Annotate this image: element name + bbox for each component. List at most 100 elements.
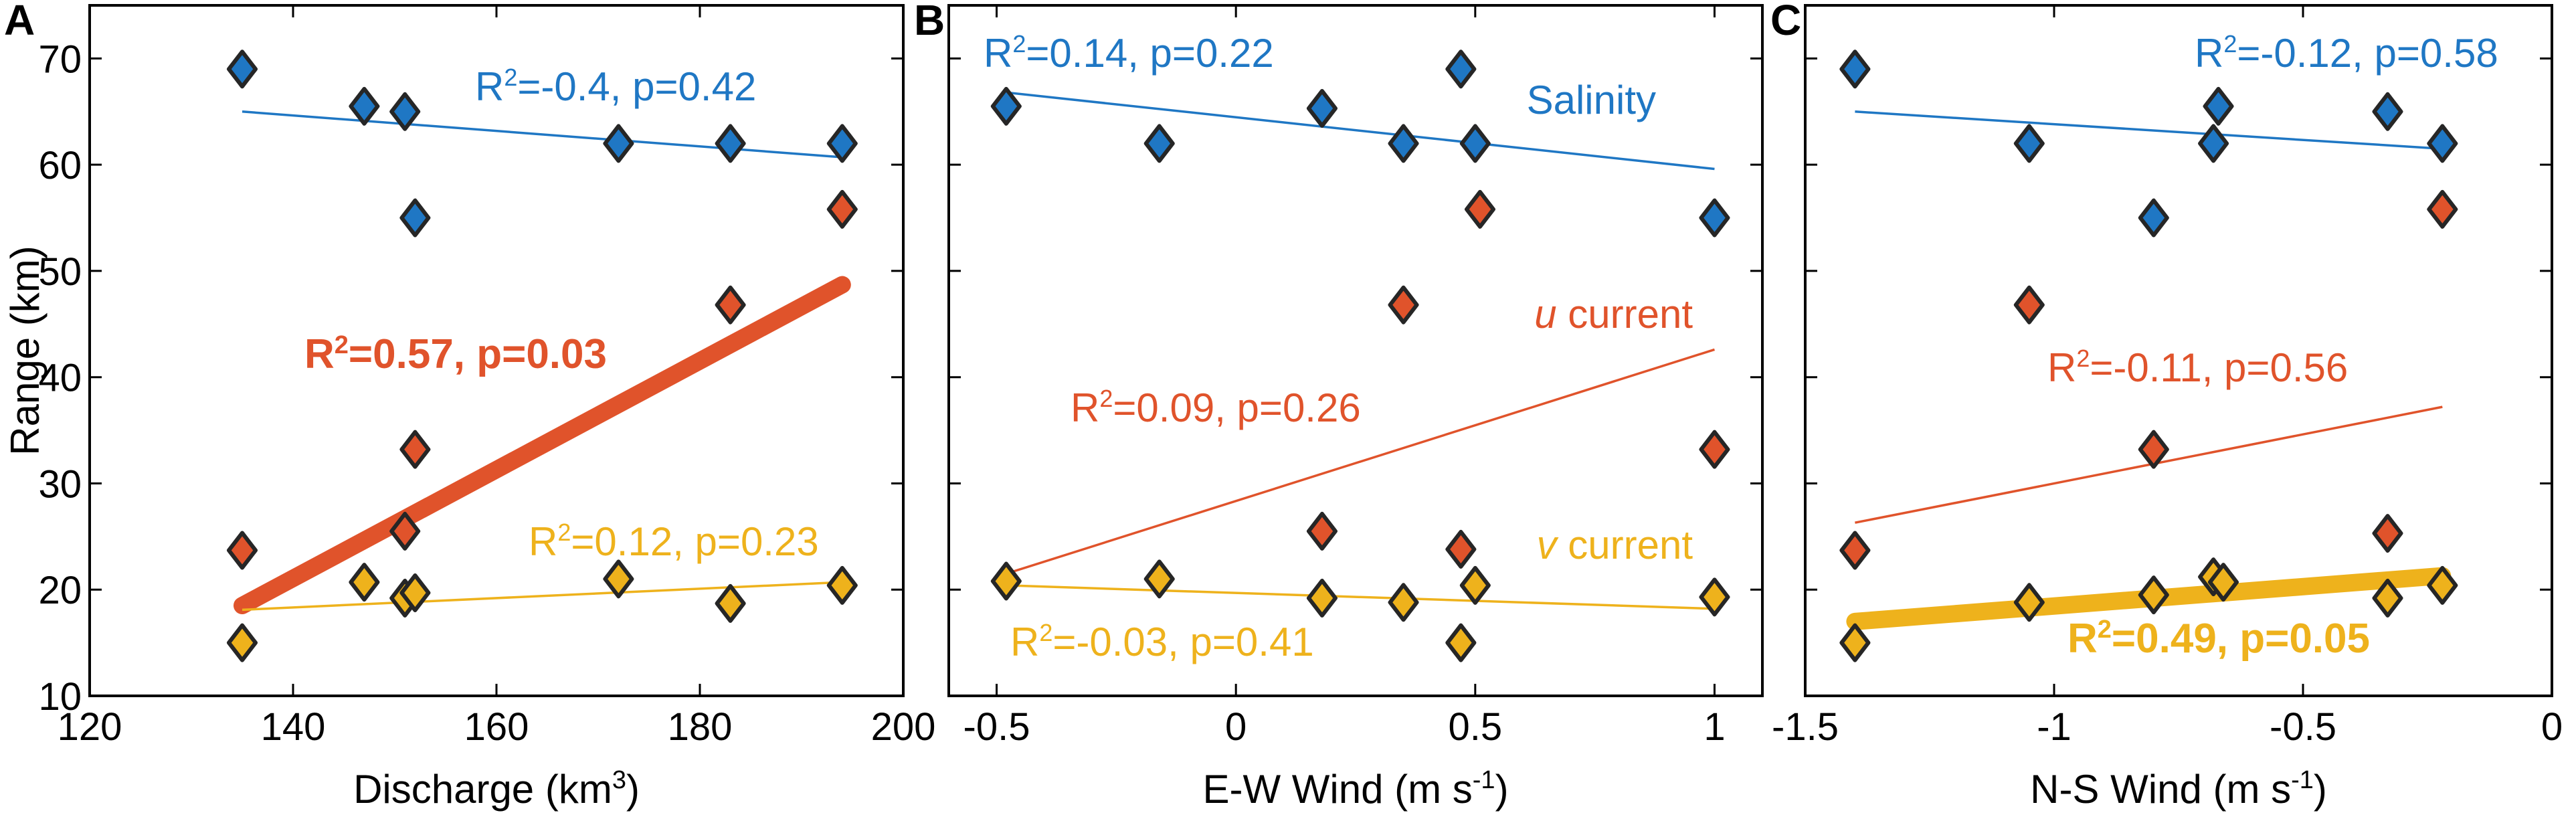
stat-label-u-current: R2=-0.11, p=0.56 xyxy=(2047,345,2348,390)
y-tick-label: 70 xyxy=(38,37,82,81)
data-point-salinity xyxy=(1388,124,1419,163)
x-axis-label: N-S Wind (m s-1) xyxy=(2030,766,2327,812)
x-axis-label: Discharge (km3) xyxy=(353,766,640,812)
data-point-u-current xyxy=(2138,430,2169,469)
data-point-v-current xyxy=(1445,623,1477,662)
data-point-v-current xyxy=(2138,575,2169,615)
panel-letter: A xyxy=(4,0,35,44)
data-point-u-current xyxy=(1306,511,1338,551)
data-point-u-current xyxy=(227,531,258,570)
x-tick-label: -0.5 xyxy=(963,705,1030,749)
data-point-v-current xyxy=(349,563,380,602)
fit-line-u-current xyxy=(234,276,851,615)
data-point-u-current xyxy=(2427,189,2458,229)
data-point-v-current xyxy=(826,565,858,605)
data-point-u-current xyxy=(1388,285,1419,325)
data-point-v-current xyxy=(1143,559,1175,599)
data-point-v-current xyxy=(1459,565,1491,605)
fit-line-u-current xyxy=(1006,348,1715,575)
data-point-salinity xyxy=(1839,50,1871,89)
panel-b: B -0.5 0 0.5 1 E-W Wind (m s-1) R2=0.14, p=0.2… xyxy=(914,0,1764,812)
data-point-v-current xyxy=(715,583,746,623)
plot-frame xyxy=(947,4,1764,697)
panel-letter: B xyxy=(914,0,945,44)
x-tick-label: 140 xyxy=(261,705,326,749)
y-tick-label: 20 xyxy=(38,569,82,612)
data-point-v-current xyxy=(2427,565,2458,605)
x-tick-label: -1 xyxy=(2037,705,2072,749)
data-point-v-current xyxy=(1839,623,1871,662)
x-tick-label: -0.5 xyxy=(2270,705,2336,749)
x-tick-label: 0.5 xyxy=(1449,705,1503,749)
series-name-label: Salinity xyxy=(1527,78,1656,122)
data-point-u-current xyxy=(389,511,421,551)
data-point-salinity xyxy=(1445,50,1477,89)
x-tick-label: -1.5 xyxy=(1772,705,1839,749)
x-tick-label: 0 xyxy=(2541,705,2563,749)
fit-line-salinity xyxy=(242,110,842,159)
data-point-v-current xyxy=(1699,577,1730,617)
data-point-u-current xyxy=(2372,514,2403,553)
x-tick-label: 0 xyxy=(1225,705,1247,749)
x-tick-label: 160 xyxy=(464,705,529,749)
data-point-salinity xyxy=(1143,124,1175,163)
data-point-v-current xyxy=(2372,578,2403,618)
data-point-salinity xyxy=(2138,198,2169,238)
x-tick-label: 200 xyxy=(871,705,936,749)
data-point-v-current xyxy=(227,623,258,662)
series-name-label: u current xyxy=(1534,292,1693,337)
stat-label-v-current: R2=0.49, p=0.05 xyxy=(2067,616,2370,662)
data-point-salinity xyxy=(715,124,746,163)
data-point-v-current xyxy=(1388,583,1419,622)
fit-line-salinity xyxy=(1006,91,1715,171)
data-point-u-current xyxy=(715,285,746,325)
data-point-salinity xyxy=(389,92,421,131)
fit-line-salinity xyxy=(1855,110,2443,151)
data-point-salinity xyxy=(2013,124,2045,163)
y-tick-label: 10 xyxy=(38,675,82,719)
x-tick-label: 120 xyxy=(58,705,122,749)
data-point-v-current xyxy=(2013,583,2045,622)
stat-label-salinity: R2=0.14, p=0.22 xyxy=(984,30,1274,76)
y-tick-label: 50 xyxy=(38,250,82,294)
data-point-u-current xyxy=(1699,430,1730,469)
y-tick-label: 30 xyxy=(38,462,82,506)
data-point-u-current xyxy=(1464,189,1495,229)
fit-line-v-current xyxy=(242,581,842,612)
fit-line-u-current xyxy=(1855,405,2443,524)
data-point-salinity xyxy=(1306,89,1338,128)
y-tick-label: 40 xyxy=(38,357,82,400)
panel-a: A 10 20 30 40 50 60 70 120 140 160 180 200 Discharge … xyxy=(3,0,935,812)
stat-label-v-current: R2=0.12, p=0.23 xyxy=(529,519,819,564)
data-point-salinity xyxy=(2203,86,2234,126)
y-tick-label: 60 xyxy=(38,144,82,187)
plot-frame xyxy=(1804,4,2553,697)
data-point-salinity xyxy=(1459,124,1491,163)
data-point-u-current xyxy=(1445,529,1477,569)
x-tick-label: 180 xyxy=(668,705,733,749)
data-point-salinity xyxy=(349,86,380,126)
data-point-u-current xyxy=(826,189,858,229)
data-point-salinity xyxy=(2427,124,2458,163)
stat-label-u-current: R2=0.57, p=0.03 xyxy=(304,331,607,377)
stat-label-salinity: R2=-0.4, p=0.42 xyxy=(475,64,756,109)
panel-c: C -1.5 -1 -0.5 0 N-S Wind (m s-1) R2=-0.12, p=… xyxy=(1770,0,2563,812)
data-point-salinity xyxy=(2198,124,2229,163)
data-point-salinity xyxy=(603,124,634,163)
stat-label-u-current: R2=0.09, p=0.26 xyxy=(1071,385,1361,430)
data-point-u-current xyxy=(1839,531,1871,570)
series-name-label: v current xyxy=(1537,523,1693,567)
x-axis-label: E-W Wind (m s-1) xyxy=(1202,766,1508,812)
data-point-v-current xyxy=(603,559,634,599)
data-point-salinity xyxy=(399,198,431,238)
panel-letter: C xyxy=(1770,0,1801,44)
stat-label-salinity: R2=-0.12, p=0.58 xyxy=(2195,30,2498,76)
data-point-salinity xyxy=(826,124,858,163)
data-point-salinity xyxy=(2372,92,2403,131)
data-point-salinity xyxy=(227,50,258,89)
data-point-salinity xyxy=(1699,198,1730,238)
data-point-v-current xyxy=(990,561,1022,601)
data-point-u-current xyxy=(2013,285,2045,325)
data-point-v-current xyxy=(399,573,431,612)
